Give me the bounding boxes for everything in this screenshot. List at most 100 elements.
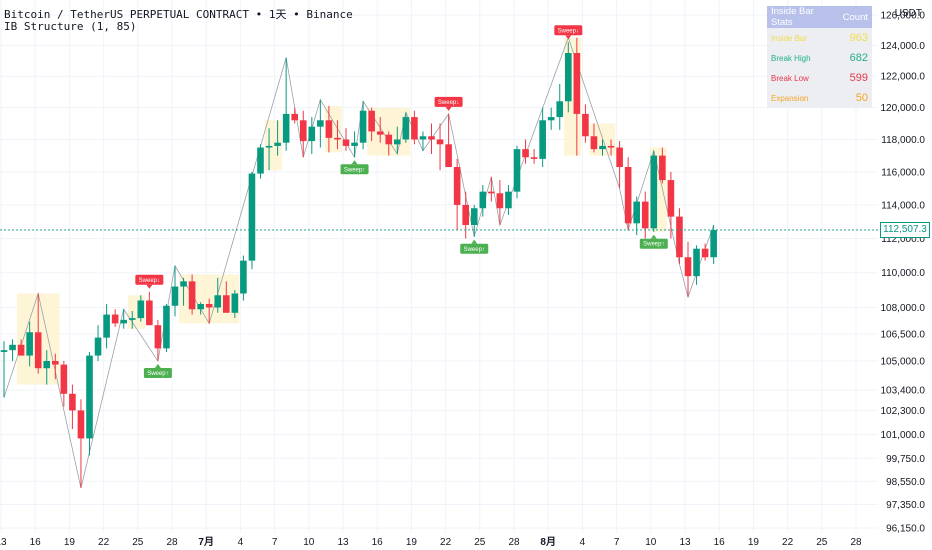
sweep-label-box (639, 238, 668, 249)
candle-body (188, 281, 196, 310)
sweep-up-label: Sweep↑ (460, 239, 489, 254)
candle-body (411, 117, 418, 140)
candle-body (701, 248, 709, 258)
candle-body (60, 364, 68, 394)
y-tick-label: 122,000.0 (881, 72, 926, 83)
candle-body (616, 147, 623, 168)
x-tick-label: 28 (166, 537, 178, 548)
candle-body (240, 260, 247, 294)
candle-body (488, 191, 495, 194)
x-tick-label: 28 (508, 537, 520, 548)
y-tick-label: 105,000.0 (881, 356, 926, 367)
sweep-label-text: Sweep↑ (464, 247, 485, 253)
y-tick-label: 108,000.0 (881, 303, 926, 314)
sweep-up-label: Sweep↑ (143, 363, 172, 378)
candle-body (34, 332, 42, 369)
candle-body (547, 117, 555, 121)
y-tick-label: 99,750.0 (886, 454, 925, 465)
candle-body (231, 293, 239, 313)
candle-body (607, 145, 615, 148)
y-tick-label: 124,000.0 (881, 41, 926, 52)
candle-body (214, 295, 222, 308)
x-tick-label: 4 (580, 537, 586, 548)
y-tick-label: 126,000.0 (881, 11, 926, 22)
sweep-pointer (471, 239, 478, 244)
x-tick-label: 4 (238, 537, 244, 548)
y-tick-label: 102,300.0 (881, 406, 926, 417)
x-tick-label: 19 (64, 537, 76, 548)
sweep-pointer (565, 35, 572, 40)
candle-body (667, 180, 675, 217)
y-tick-label: 110,000.0 (881, 268, 925, 279)
candle-body (248, 173, 256, 261)
stats-row-break-low: Break Low 599 (767, 68, 872, 88)
candle-body (479, 191, 487, 209)
y-tick-label: 112,000.0 (881, 234, 925, 245)
stats-header-row: Inside Bar Stats Count (767, 6, 872, 28)
candle-body (368, 110, 375, 132)
candle-body (445, 144, 452, 168)
candle-body (111, 314, 119, 324)
stats-label: Expansion (767, 88, 839, 108)
x-tick-label: 19 (748, 537, 760, 548)
sweep-label-box (554, 25, 583, 36)
candle-body (496, 193, 504, 209)
candle-body (197, 304, 204, 310)
x-tick-label: 19 (406, 537, 418, 548)
x-tick-label: 10 (303, 537, 315, 548)
candle-body (359, 110, 367, 143)
candle-body (128, 318, 136, 320)
sweep-label-box (143, 367, 172, 378)
stats-value: 682 (838, 48, 872, 68)
sweep-pointer (445, 106, 452, 111)
x-tick-label: 25 (816, 537, 828, 548)
last-price-tag: 112,507.3 (880, 221, 930, 238)
candle-body (641, 201, 649, 229)
stats-label: Break Low (767, 68, 839, 88)
candle-body (308, 126, 316, 142)
x-tick-label: 10 (645, 537, 657, 548)
candle-body (282, 113, 290, 143)
candle-body (77, 410, 85, 439)
sweep-pointer (146, 284, 153, 289)
candle-body (599, 145, 606, 150)
stats-row-break-high: Break High 682 (767, 48, 872, 68)
x-tick-label: 16 (30, 537, 42, 548)
sweep-label-text: Sweep↓ (558, 28, 579, 34)
y-tick-label: 97,350.0 (886, 500, 925, 511)
x-tick-label: 13 (679, 537, 691, 548)
candle-body (385, 134, 393, 145)
candle-body (590, 136, 598, 150)
symbol-title: Bitcoin / TetherUS PERPETUAL CONTRACT • … (4, 8, 353, 21)
y-tick-label: 101,000.0 (881, 430, 926, 441)
candle-body (650, 155, 658, 229)
candle-body (205, 304, 213, 308)
stats-header-label: Inside Bar Stats (767, 6, 839, 28)
x-tick-label: 22 (782, 537, 794, 548)
stats-label: Inside Bar (767, 28, 839, 48)
candle-body (291, 113, 298, 121)
y-tick-label: 114,000.0 (881, 200, 925, 211)
candle-body (334, 137, 341, 140)
sweep-label-box (135, 274, 164, 285)
x-tick-label: 25 (474, 537, 486, 548)
stats-row-inside-bar: Inside Bar 963 (767, 28, 872, 48)
candle-body (505, 191, 512, 209)
stats-row-expansion: Expansion 50 (767, 88, 872, 108)
candle-body (556, 101, 564, 118)
sweep-label-box (434, 96, 463, 107)
sweep-down-label: Sweep↓ (554, 25, 583, 40)
candle-body (582, 113, 589, 137)
candle-body (43, 360, 51, 369)
candle-body (17, 344, 25, 356)
candle-body (522, 149, 529, 158)
candle-body (274, 142, 281, 146)
x-tick-label: 7月 (198, 536, 214, 548)
candle-body (624, 167, 632, 224)
candle-body (265, 145, 273, 148)
sweep-label-text: Sweep↓ (438, 100, 459, 106)
candle-body (710, 230, 717, 258)
candle-body (120, 319, 127, 324)
